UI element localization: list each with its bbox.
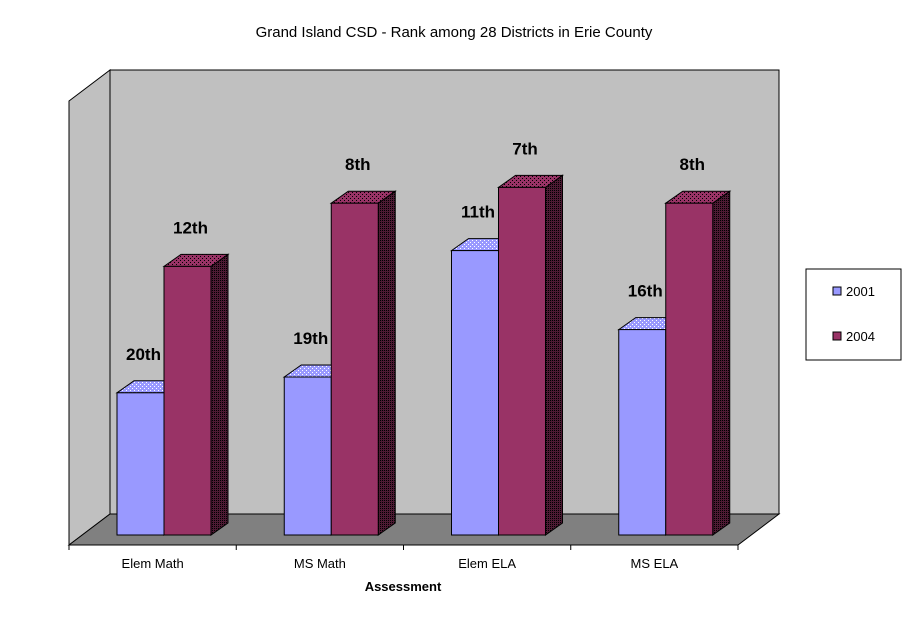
bar-2004-elem-math — [162, 253, 230, 536]
legend-swatch — [832, 286, 842, 296]
x-tick-label: Elem ELA — [458, 556, 516, 571]
data-label: 7th — [512, 139, 538, 158]
data-label: 8th — [680, 155, 706, 174]
bar-front — [498, 186, 546, 536]
bar-front — [283, 376, 332, 536]
legend-label: 2004 — [846, 329, 875, 344]
bar-side — [210, 253, 229, 536]
legend-box — [805, 268, 902, 361]
legend-label: 2001 — [846, 284, 875, 299]
legend-swatch — [832, 331, 842, 341]
x-tick-labels: Elem Math MS Math Elem ELA MS ELA — [122, 556, 679, 571]
side-wall — [68, 68, 111, 547]
legend-item-2004: 2004 — [832, 329, 875, 344]
data-label: 20th — [126, 345, 161, 364]
x-tick-label: MS ELA — [631, 556, 679, 571]
legend: 2001 2004 — [805, 268, 902, 361]
bars-group: 20th 12th 19th 8th 11th 7th 16th 8th — [115, 139, 732, 536]
data-label: 11th — [461, 203, 495, 222]
x-axis — [68, 544, 739, 550]
bar-2004-ms-math — [329, 190, 397, 536]
bar-side — [545, 174, 563, 536]
data-label: 16th — [628, 282, 663, 301]
bar-side — [377, 190, 396, 536]
data-label: 12th — [173, 218, 208, 237]
bar-front — [451, 250, 499, 536]
x-tick-label: MS Math — [294, 556, 346, 571]
data-label: 8th — [345, 155, 371, 174]
legend-item-2001: 2001 — [832, 284, 875, 299]
bar-front — [618, 329, 667, 536]
plot-walls — [67, 68, 781, 547]
bar-side — [712, 190, 731, 536]
bar-front — [665, 202, 714, 536]
data-label: 19th — [293, 329, 328, 348]
bar-front — [116, 392, 165, 536]
x-axis-label: Assessment — [365, 579, 442, 594]
bar-front — [163, 265, 212, 536]
bar-2004-ms-ela — [664, 190, 732, 536]
bar-2004-elem-ela — [496, 174, 565, 536]
x-tick-label: Elem Math — [122, 556, 184, 571]
chart-title: Grand Island CSD - Rank among 28 Distric… — [256, 24, 653, 41]
bar-front — [330, 202, 379, 536]
